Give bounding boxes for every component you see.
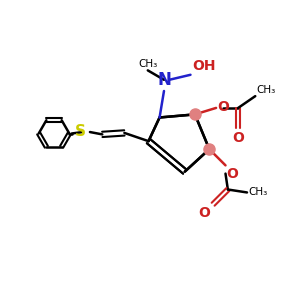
Text: O: O bbox=[217, 100, 229, 114]
Text: O: O bbox=[232, 131, 244, 145]
Text: CH₃: CH₃ bbox=[248, 188, 267, 197]
Text: N: N bbox=[157, 70, 171, 88]
Text: CH₃: CH₃ bbox=[138, 59, 158, 69]
Text: CH₃: CH₃ bbox=[256, 85, 276, 95]
Text: S: S bbox=[74, 124, 86, 139]
Text: O: O bbox=[226, 167, 238, 181]
Text: OH: OH bbox=[192, 59, 215, 73]
Text: O: O bbox=[198, 206, 210, 220]
